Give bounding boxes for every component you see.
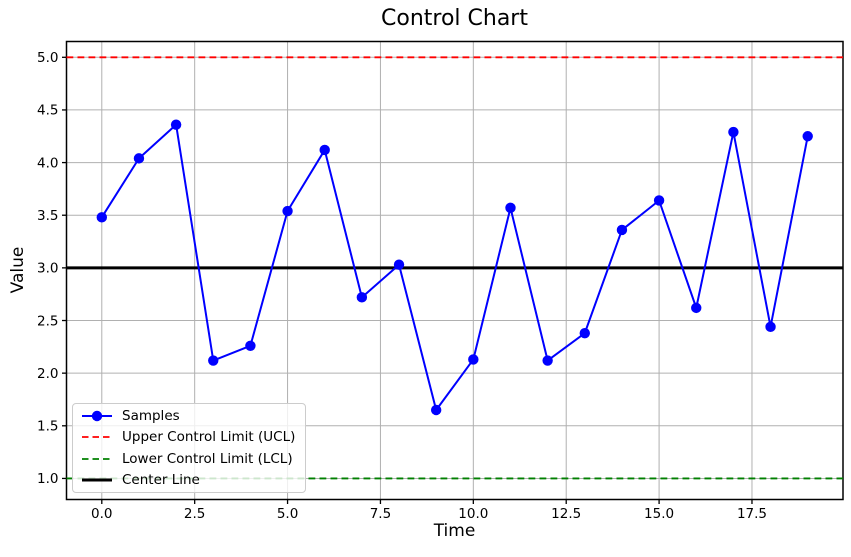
sample-point (505, 202, 516, 214)
y-tick-label: 2.0 (37, 366, 58, 382)
legend-item-samples: Samples (82, 407, 305, 425)
sample-point (691, 302, 702, 314)
y-tick-label: 4.0 (37, 155, 58, 171)
samples-line (100, 123, 809, 412)
sample-point (542, 355, 553, 366)
y-tick-label: 1.0 (37, 471, 58, 487)
legend-label: Samples (122, 408, 180, 425)
legend-handle-icon (82, 436, 112, 439)
legend-handle-icon (82, 410, 112, 422)
sample-point (579, 327, 590, 339)
legend: Samples Upper Control Limit (UCL) Lower Co… (72, 403, 306, 493)
y-tick-label: 2.5 (37, 313, 58, 329)
x-tick-label: 10.0 (458, 506, 488, 522)
legend-item-lower-control-limit-lcl-: Lower Control Limit (LCL) (82, 450, 305, 468)
x-tick-label: 2.5 (184, 506, 205, 522)
axes-spines (65, 40, 844, 501)
legend-handle-icon (82, 478, 112, 482)
x-tick-label: 17.5 (737, 506, 767, 522)
y-tick-label: 5.0 (37, 50, 58, 66)
sample-point (282, 205, 293, 217)
sample-point (430, 404, 442, 416)
y-axis-label: Value (8, 246, 28, 294)
legend-handle-icon (82, 457, 112, 460)
sample-point (133, 153, 145, 164)
sample-point (245, 340, 256, 351)
sample-point (616, 224, 628, 236)
legend-item-center-line: Center Line (82, 471, 305, 489)
x-tick-label: 7.5 (370, 506, 391, 522)
sample-point (468, 354, 479, 365)
x-tick-label: 5.0 (277, 506, 298, 522)
y-tick-label: 4.5 (37, 103, 58, 119)
x-tick-label: 0.0 (91, 506, 112, 522)
sample-point (319, 144, 330, 156)
chart-title: Control Chart (381, 6, 528, 31)
sample-point (765, 321, 776, 333)
sample-point (170, 119, 182, 130)
y-tick-label: 3.5 (37, 208, 58, 224)
y-tick-label: 3.0 (37, 261, 58, 277)
legend-item-upper-control-limit-ucl-: Upper Control Limit (UCL) (82, 428, 305, 446)
sample-point (393, 259, 405, 270)
y-tick-label: 1.5 (37, 419, 58, 435)
sample-point (356, 292, 368, 303)
x-tick-label: 12.5 (551, 506, 581, 522)
legend-label: Lower Control Limit (LCL) (122, 450, 293, 467)
sample-point (96, 212, 107, 223)
sample-point (653, 195, 665, 206)
sample-point (728, 126, 739, 138)
x-axis-label: Time (433, 521, 476, 541)
sample-point (208, 355, 219, 366)
sample-point (802, 131, 813, 142)
legend-label: Upper Control Limit (UCL) (122, 429, 296, 446)
legend-label: Center Line (122, 471, 200, 488)
x-tick-label: 15.0 (644, 506, 674, 522)
